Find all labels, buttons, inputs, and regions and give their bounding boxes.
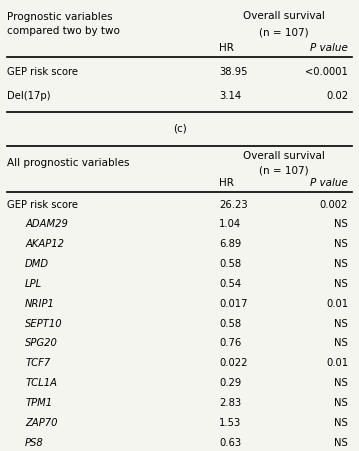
Text: TCF7: TCF7 bbox=[25, 358, 50, 368]
Text: ZAP70: ZAP70 bbox=[25, 418, 58, 428]
Text: NS: NS bbox=[335, 279, 348, 289]
Text: 0.01: 0.01 bbox=[326, 358, 348, 368]
Text: NRIP1: NRIP1 bbox=[25, 299, 55, 309]
Text: SPG20: SPG20 bbox=[25, 338, 58, 349]
Text: NS: NS bbox=[335, 437, 348, 448]
Text: P value: P value bbox=[310, 43, 348, 53]
Text: DMD: DMD bbox=[25, 259, 49, 269]
Text: 3.14: 3.14 bbox=[219, 91, 241, 101]
Text: (c): (c) bbox=[173, 124, 186, 134]
Text: 0.54: 0.54 bbox=[219, 279, 241, 289]
Text: 0.01: 0.01 bbox=[326, 299, 348, 309]
Text: 2.83: 2.83 bbox=[219, 398, 241, 408]
Text: NS: NS bbox=[335, 259, 348, 269]
Text: Del(17p): Del(17p) bbox=[7, 91, 51, 101]
Text: 38.95: 38.95 bbox=[219, 67, 247, 78]
Text: TCL1A: TCL1A bbox=[25, 378, 57, 388]
Text: HR: HR bbox=[219, 178, 234, 188]
Text: 1.04: 1.04 bbox=[219, 219, 241, 230]
Text: PS8: PS8 bbox=[25, 437, 44, 448]
Text: (n = 107): (n = 107) bbox=[259, 27, 308, 37]
Text: TPM1: TPM1 bbox=[25, 398, 52, 408]
Text: GEP risk score: GEP risk score bbox=[7, 67, 78, 78]
Text: 6.89: 6.89 bbox=[219, 239, 241, 249]
Text: SEPT10: SEPT10 bbox=[25, 318, 63, 329]
Text: ADAM29: ADAM29 bbox=[25, 219, 68, 230]
Text: 26.23: 26.23 bbox=[219, 199, 248, 210]
Text: GEP risk score: GEP risk score bbox=[7, 199, 78, 210]
Text: 0.29: 0.29 bbox=[219, 378, 241, 388]
Text: 0.76: 0.76 bbox=[219, 338, 241, 349]
Text: LPL: LPL bbox=[25, 279, 42, 289]
Text: (n = 107): (n = 107) bbox=[259, 166, 308, 175]
Text: <0.0001: <0.0001 bbox=[306, 67, 348, 78]
Text: NS: NS bbox=[335, 338, 348, 349]
Text: 0.58: 0.58 bbox=[219, 318, 241, 329]
Text: Overall survival: Overall survival bbox=[243, 11, 325, 21]
Text: NS: NS bbox=[335, 318, 348, 329]
Text: 0.63: 0.63 bbox=[219, 437, 241, 448]
Text: 0.002: 0.002 bbox=[320, 199, 348, 210]
Text: NS: NS bbox=[335, 219, 348, 230]
Text: 0.58: 0.58 bbox=[219, 259, 241, 269]
Text: All prognostic variables: All prognostic variables bbox=[7, 158, 130, 168]
Text: 0.022: 0.022 bbox=[219, 358, 247, 368]
Text: 0.02: 0.02 bbox=[326, 91, 348, 101]
Text: 1.53: 1.53 bbox=[219, 418, 241, 428]
Text: AKAP12: AKAP12 bbox=[25, 239, 64, 249]
Text: NS: NS bbox=[335, 239, 348, 249]
Text: 0.017: 0.017 bbox=[219, 299, 247, 309]
Text: HR: HR bbox=[219, 43, 234, 53]
Text: Overall survival: Overall survival bbox=[243, 151, 325, 161]
Text: P value: P value bbox=[310, 178, 348, 188]
Text: NS: NS bbox=[335, 418, 348, 428]
Text: NS: NS bbox=[335, 398, 348, 408]
Text: Prognostic variables
compared two by two: Prognostic variables compared two by two bbox=[7, 12, 120, 36]
Text: NS: NS bbox=[335, 378, 348, 388]
